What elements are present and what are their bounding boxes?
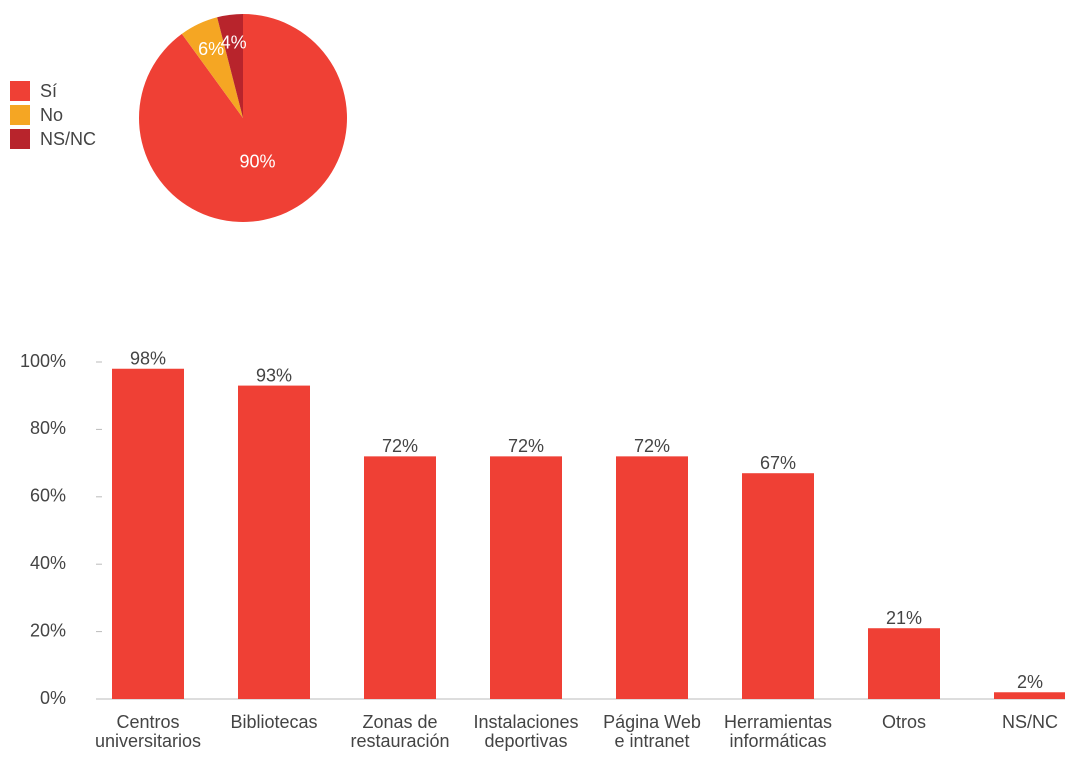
bar [238,385,310,699]
slice-label: 4% [221,32,247,52]
legend-label: Sí [40,81,57,101]
x-tick-label: Otros [881,712,926,732]
x-tick-label: Instalaciones deportivas [473,712,579,751]
y-tick-label: 0% [40,688,66,708]
legend-swatch [10,81,30,101]
x-tick-label: Zonas de restauración [350,712,450,751]
bar [364,456,436,699]
slice-label: 90% [239,151,275,171]
bar [490,456,562,699]
value-label: 72% [382,436,418,456]
bar [616,456,688,699]
y-tick-label: 40% [30,553,66,573]
slice-label: 6% [198,39,224,59]
bar [868,628,940,699]
y-tick-label: 80% [30,418,66,438]
x-tick-label: Bibliotecas [230,712,318,732]
legend-label: No [40,105,63,125]
value-label: 67% [760,453,796,473]
value-label: 72% [634,436,670,456]
pie-slice [181,17,243,119]
y-tick-label: 20% [30,620,66,640]
value-label: 2% [1017,672,1043,692]
x-tick-label: Página Web e intranet [603,712,701,751]
bar [994,692,1065,699]
pie-slice [217,14,243,118]
y-tick-label: 60% [30,486,66,506]
x-tick-label: Centros universitarios [94,712,202,751]
x-tick-label: NS/NC [1001,712,1058,732]
y-tick-label: 100% [20,351,66,371]
value-label: 72% [508,436,544,456]
value-label: 93% [256,365,292,385]
value-label: 98% [130,348,166,368]
bar [112,368,184,699]
legend-label: NS/NC [40,129,96,149]
bar [742,473,814,699]
legend-swatch [10,129,30,149]
x-tick-label: Herramientas informáticas [723,712,833,751]
value-label: 21% [886,608,922,628]
legend-swatch [10,105,30,125]
